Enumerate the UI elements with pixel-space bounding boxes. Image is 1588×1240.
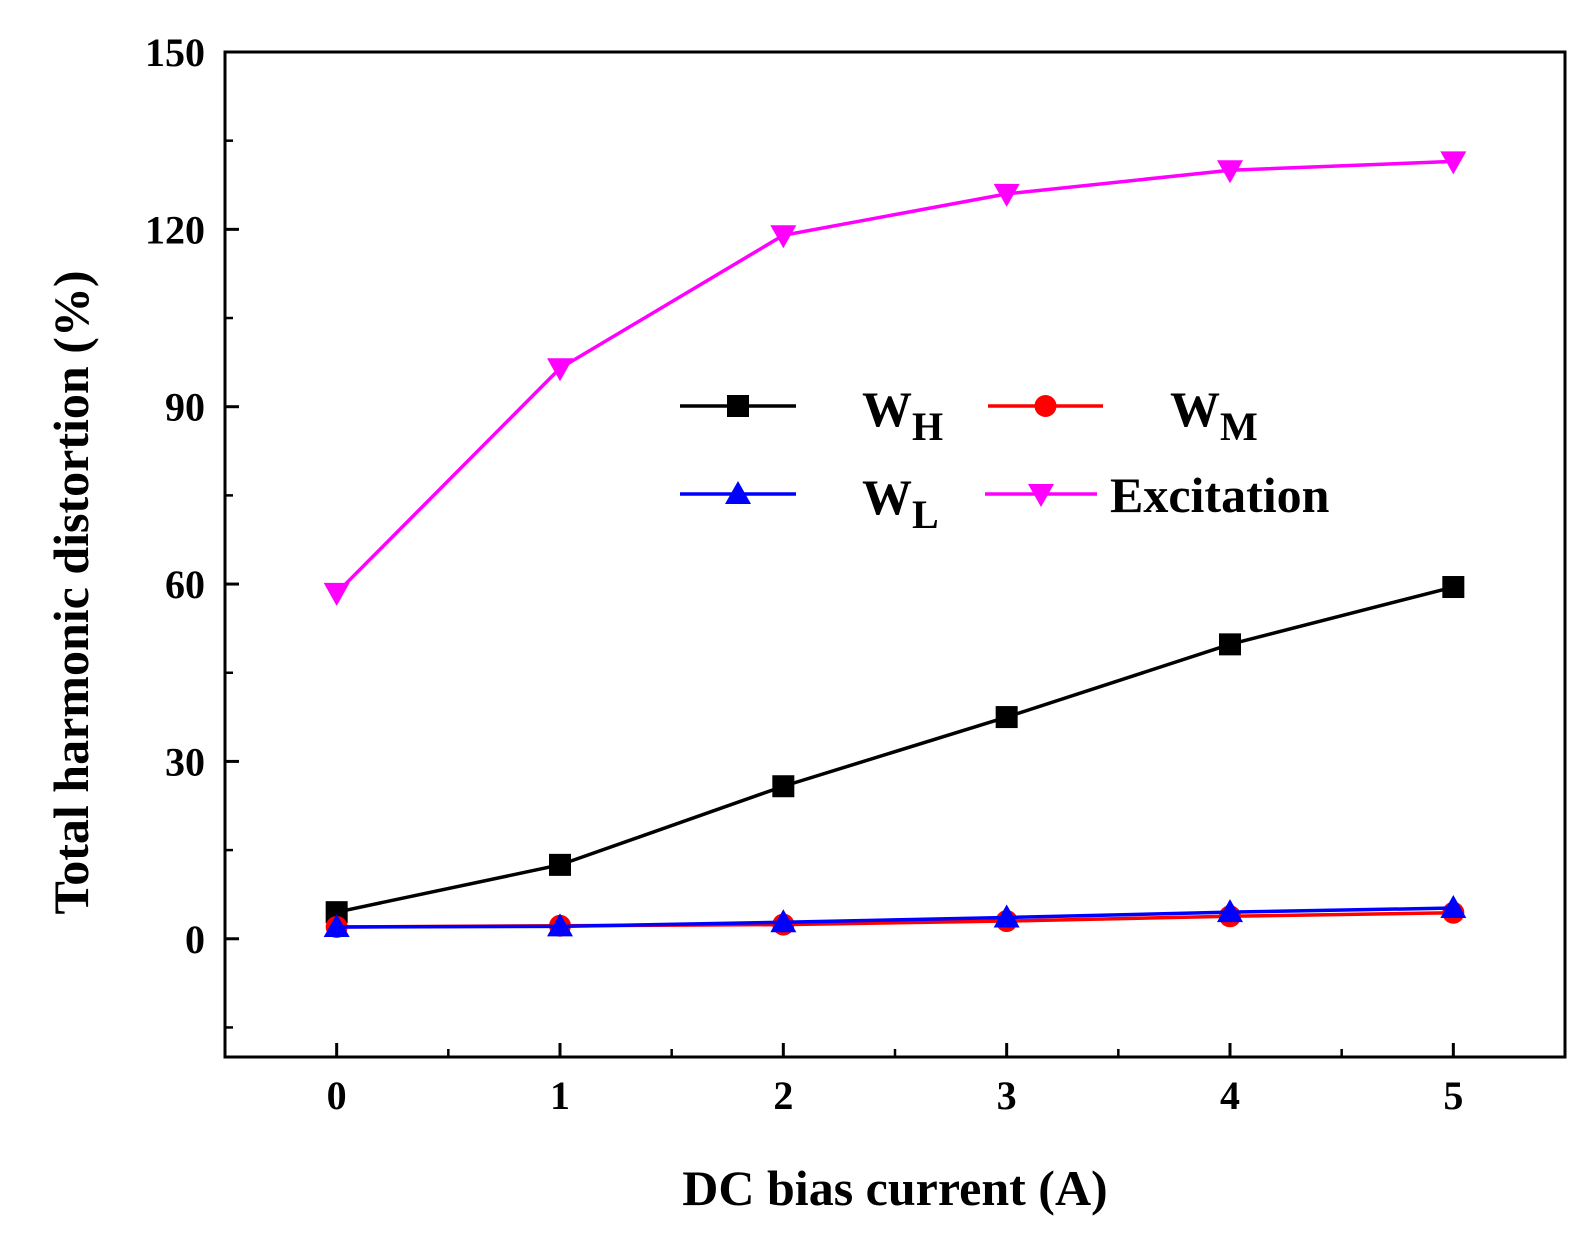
legend-label: WH: [862, 381, 943, 449]
data-point-excitation: [1440, 151, 1467, 175]
data-point-wh: [995, 706, 1018, 729]
legend-label: Excitation: [1110, 467, 1330, 523]
data-point-wl: [1217, 899, 1243, 923]
x-tick-label: 1: [550, 1073, 570, 1118]
legend-marker-excitation: [1028, 484, 1054, 507]
x-tick-label: 2: [773, 1073, 793, 1118]
data-point-wh: [1219, 633, 1241, 656]
x-tick-label: 4: [1220, 1073, 1240, 1118]
x-tick-label: 5: [1443, 1073, 1463, 1118]
data-point-excitation: [1217, 160, 1243, 184]
series-line-excitation: [335, 159, 1454, 595]
legend-item-wm: WM: [988, 381, 1258, 449]
data-point-wh: [772, 775, 795, 798]
y-tick-label: 150: [145, 30, 205, 75]
legend-label-main: W: [862, 381, 912, 437]
legend-label-subscript: M: [1220, 404, 1258, 449]
plot-frame: [223, 50, 1567, 1059]
legend-label-subscript: L: [912, 492, 939, 537]
legend-marker-wh: [727, 395, 749, 417]
legend-label-main: W: [862, 469, 912, 525]
legend-label-main: Excitation: [1110, 467, 1330, 523]
series-line-wh: [336, 585, 1454, 914]
legend-item-excitation: Excitation: [985, 467, 1330, 523]
y-tick-label: 0: [185, 917, 205, 962]
data-point-excitation: [770, 225, 797, 249]
legend-marker-wm: [1034, 395, 1057, 417]
axes: [223, 50, 1567, 1059]
legend-label-main: W: [1170, 381, 1220, 437]
x-tick-label: 3: [997, 1073, 1017, 1118]
legend-item-wl: WL: [680, 469, 939, 537]
legend-label: WL: [862, 469, 939, 537]
legend-marker-wl: [725, 481, 751, 504]
ticks: 0 30 60 90 120 150 0 1 2 3 4 5: [145, 30, 1463, 1118]
x-axis-title: DC bias current (A): [682, 1160, 1107, 1216]
data-point-excitation: [323, 582, 350, 606]
y-axis-title: Total harmonic distortion (%): [43, 271, 99, 915]
data-point-wl: [770, 909, 797, 933]
series-excitation: [323, 151, 1467, 606]
series-line-wl: [336, 906, 1454, 929]
data-point-wl: [547, 913, 573, 937]
data-point-wl: [993, 904, 1020, 928]
legend-label: WM: [1170, 381, 1258, 449]
y-tick-label: 120: [145, 207, 205, 252]
data-point-wh: [549, 853, 571, 876]
legend-label-subscript: H: [912, 404, 943, 449]
series-group: [323, 151, 1467, 938]
series-wl: [323, 895, 1467, 937]
x-tick-label: 0: [327, 1073, 347, 1118]
legend-item-wh: WH: [680, 381, 943, 449]
data-point-wh: [1442, 576, 1465, 599]
data-point-excitation: [547, 358, 573, 382]
series-wh: [325, 576, 1465, 924]
data-point-wl: [323, 913, 350, 937]
y-tick-label: 90: [165, 385, 205, 430]
data-point-wl: [1440, 895, 1467, 919]
data-point-excitation: [993, 183, 1020, 207]
y-tick-label: 60: [165, 562, 205, 607]
y-tick-label: 30: [165, 739, 205, 784]
